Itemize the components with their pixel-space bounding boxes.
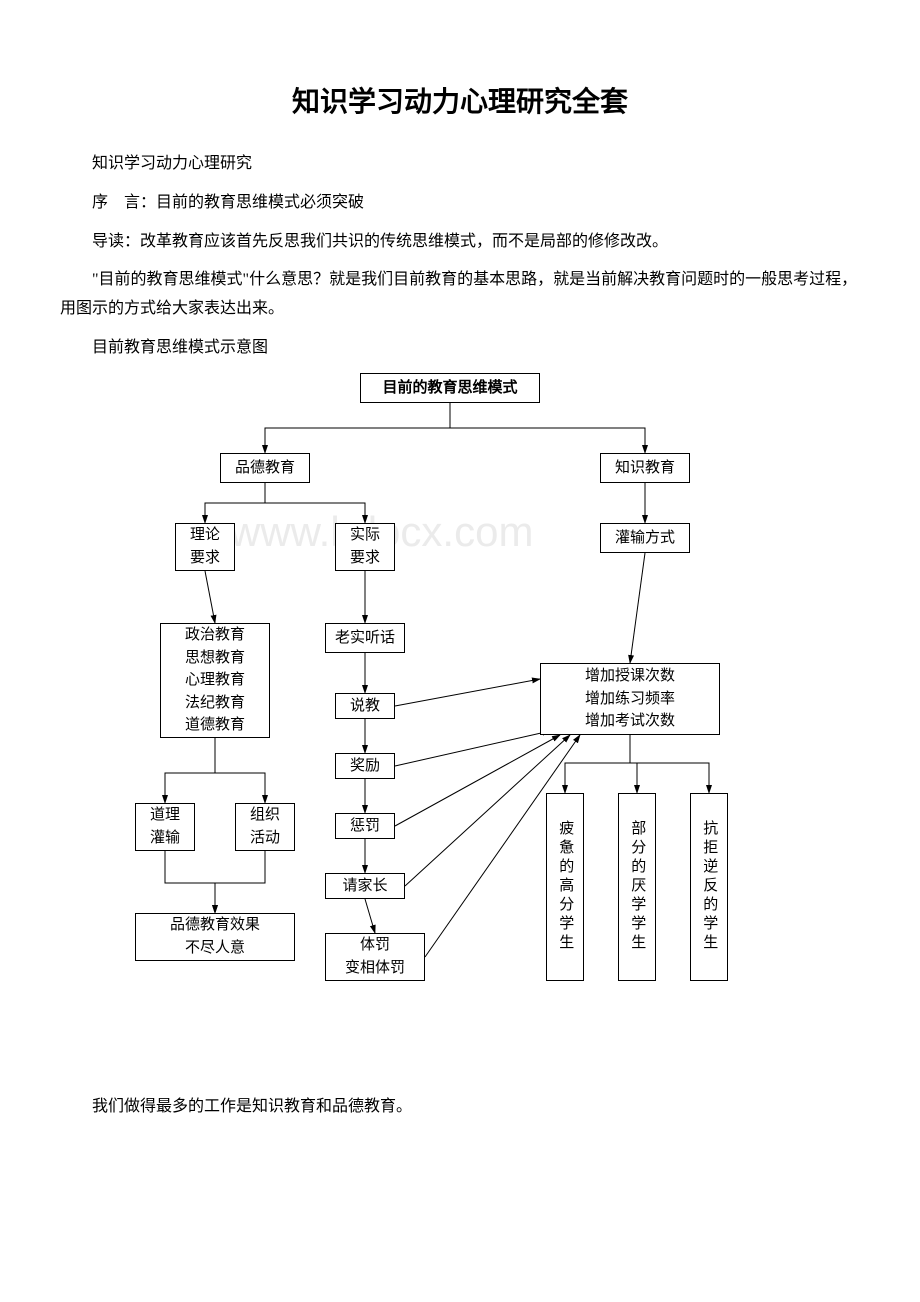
node-instill: 灌输方式 — [600, 523, 690, 553]
edge-root-know — [450, 403, 645, 453]
edge-preach-incr — [395, 679, 540, 706]
edge-incr-tired — [565, 735, 630, 793]
node-parent: 请家长 — [325, 873, 405, 899]
paragraph-1: 知识学习动力心理研究 — [60, 150, 860, 179]
node-root: 目前的教育思维模式 — [360, 373, 540, 403]
flowchart: www.bdocx.com 目前的教育思维模式品德教育知识教育理论要求实际要求灌… — [60, 373, 860, 1053]
paragraph-2: 序 言：目前的教育思维模式必须突破 — [60, 189, 860, 218]
node-moral: 品德教育 — [220, 453, 310, 483]
node-know: 知识教育 — [600, 453, 690, 483]
edge-incr-rebel — [630, 735, 709, 793]
edge-incr-bored — [630, 735, 637, 793]
node-preach: 说教 — [335, 693, 395, 719]
paragraph-3: 导读：改革教育应该首先反思我们共识的传统思维模式，而不是局部的修修改改。 — [60, 228, 860, 257]
node-rebel: 抗拒逆反的学生 — [690, 793, 728, 981]
node-tired: 疲惫的高分学生 — [546, 793, 584, 981]
paragraph-5: 目前教育思维模式示意图 — [60, 334, 860, 363]
edge-punish-incr — [395, 735, 560, 826]
node-reward: 奖励 — [335, 753, 395, 779]
node-incr: 增加授课次数增加练习频率增加考试次数 — [540, 663, 720, 735]
node-actual: 实际要求 — [335, 523, 395, 571]
edge-edu5-reason — [165, 738, 215, 803]
node-reason: 道理灌输 — [135, 803, 195, 851]
node-corp: 体罚变相体罚 — [325, 933, 425, 981]
edge-moral-theory — [205, 483, 265, 523]
paragraph-6: 我们做得最多的工作是知识教育和品德教育。 — [60, 1093, 860, 1122]
edge-moral-actual — [265, 483, 365, 523]
edge-edu5-org — [215, 738, 265, 803]
node-effect: 品德教育效果不尽人意 — [135, 913, 295, 961]
node-theory: 理论要求 — [175, 523, 235, 571]
node-honest: 老实听话 — [325, 623, 405, 653]
edge-parent-corp — [365, 899, 375, 933]
node-punish: 惩罚 — [335, 813, 395, 839]
node-bored: 部分的厌学学生 — [618, 793, 656, 981]
edge-theory-edu5 — [205, 571, 215, 623]
node-org: 组织活动 — [235, 803, 295, 851]
edge-reward-incr — [395, 731, 550, 766]
page-title: 知识学习动力心理研究全套 — [60, 80, 860, 120]
edge-reason-effect — [165, 851, 215, 913]
node-edu5: 政治教育思想教育心理教育法纪教育道德教育 — [160, 623, 270, 738]
edge-root-moral — [265, 403, 450, 453]
paragraph-4: "目前的教育思维模式"什么意思？就是我们目前教育的基本思路，就是当前解决教育问题… — [60, 266, 860, 324]
edge-org-effect — [215, 851, 265, 913]
edge-instill-incr — [630, 553, 645, 663]
